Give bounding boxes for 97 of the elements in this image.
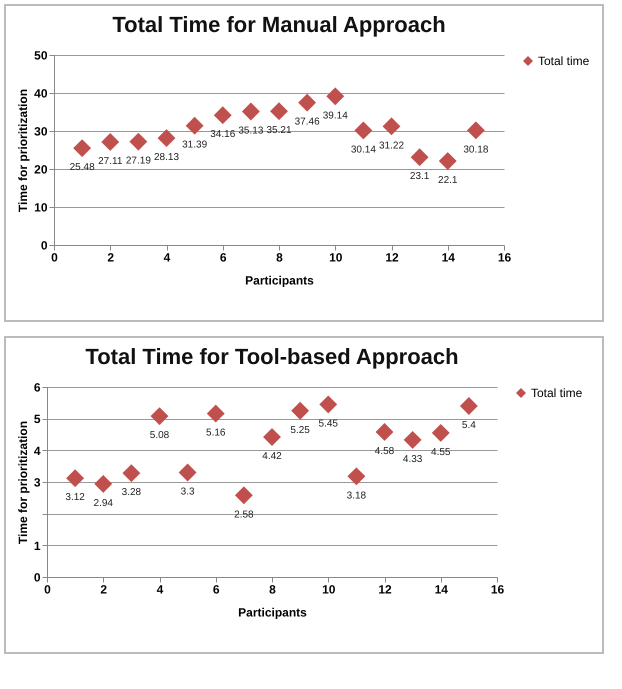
y-tick-label: 30 [34,124,48,138]
point [214,106,232,124]
data-label: 35.21 [266,125,292,136]
x-axis-title: Participants [238,606,308,620]
point [347,467,366,486]
x-axis-title: Participants [245,274,314,288]
x-tick-label: 14 [434,582,448,596]
point [101,133,120,151]
point [410,148,429,166]
point [73,139,92,158]
chart-title: Total Time for Manual Approach [112,12,446,37]
point [376,423,394,441]
y-tick-label: 20 [34,162,48,176]
x-tick-label: 12 [385,250,399,264]
point [150,407,168,426]
y-tick-label: 0 [34,570,41,584]
data-label: 4.33 [402,454,423,465]
x-tick-label: 4 [156,582,164,596]
data-label: 3.12 [65,492,86,504]
data-label: 30.14 [350,144,376,156]
legend-label: Total time [538,54,590,68]
data-label: 3.28 [122,487,142,498]
data-label: 22.1 [438,175,458,186]
data-label: 34.16 [210,129,236,140]
x-tick-label: 8 [269,582,276,596]
x-tick-label: 14 [442,250,456,264]
x-tick-label: 12 [378,582,392,596]
x-tick-label: 2 [107,250,114,264]
point [178,464,197,482]
y-tick-label: 5 [34,412,41,426]
point [438,152,457,170]
point [354,122,372,140]
y-axis-title: Time for prioritization [16,420,30,544]
x-tick-label: 6 [212,582,220,596]
x-tick-label: 6 [220,250,227,264]
point [466,121,485,140]
x-tick-label: 10 [322,582,336,596]
point [326,87,344,106]
data-label: 5.45 [318,418,338,430]
chart-title: Total Time for Tool-based Approach [85,344,459,369]
data-label: 31.39 [182,140,208,151]
point [206,404,225,423]
y-tick-label: 1 [34,538,41,553]
data-label: 4.58 [374,446,395,457]
y-tick-label: 6 [34,380,41,394]
data-label: 5.4 [462,420,476,431]
data-label: 35.13 [238,126,264,137]
data-label: 3.3 [180,486,196,498]
point [291,402,310,420]
x-tick-label: 16 [490,582,504,596]
data-label: 27.11 [98,156,123,167]
data-label: 37.46 [294,116,320,128]
point [242,102,260,120]
point [263,428,281,446]
y-axis-title: Time for prioritization [16,88,30,212]
y-tick-label: 10 [34,200,48,214]
data-label: 23.1 [410,171,430,182]
data-label: 2.58 [234,509,254,520]
data-label: 39.14 [322,110,348,122]
data-label: 2.94 [94,498,114,509]
point [319,395,338,414]
legend-label: Total time [531,386,583,400]
y-tick-label: 3 [34,476,41,490]
y-tick-label: 0 [40,238,48,252]
y-tick-label: 4 [34,444,41,458]
x-tick-label: 16 [498,250,512,264]
point [234,486,253,504]
point [158,129,176,148]
data-label: 27.19 [126,156,152,167]
data-label: 5.25 [290,424,310,436]
point [186,116,204,135]
point [270,102,288,120]
data-label: 4.55 [431,446,451,458]
point [94,474,112,493]
x-tick-label: 4 [164,250,171,264]
data-label: 5.08 [150,430,170,442]
point [404,430,422,449]
y-tick-label: 40 [34,86,48,100]
point [382,117,400,136]
data-label: 30.18 [463,144,489,156]
point [122,464,140,482]
point [298,94,316,112]
data-label: 3.18 [346,490,367,502]
data-label: 4.42 [262,451,282,462]
x-tick-label: 8 [276,250,284,264]
x-tick-label: 2 [100,582,108,596]
y-tick-label: 50 [34,48,48,62]
data-label: 31.22 [378,140,404,152]
data-label: 5.16 [206,428,226,439]
data-label: 28.13 [154,152,180,164]
x-tick-label: 10 [329,250,343,264]
point [460,397,478,415]
data-label: 25.48 [70,162,96,174]
point [432,424,450,442]
x-tick-label: 0 [51,250,58,264]
point [66,469,84,488]
point [129,132,148,151]
